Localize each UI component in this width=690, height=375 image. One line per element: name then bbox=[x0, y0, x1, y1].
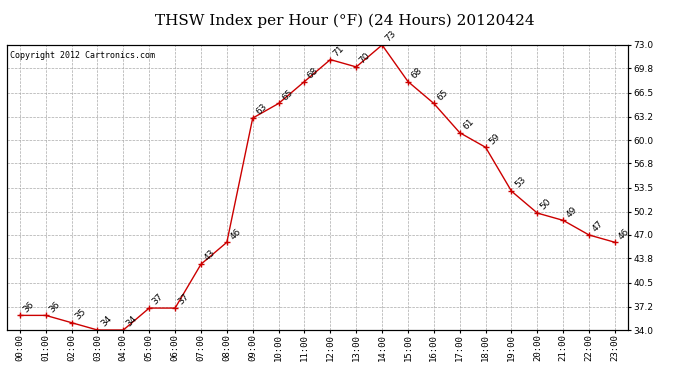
Text: 37: 37 bbox=[177, 292, 191, 307]
Text: 35: 35 bbox=[73, 307, 88, 321]
Text: 71: 71 bbox=[332, 44, 346, 58]
Text: 73: 73 bbox=[384, 29, 398, 44]
Text: 61: 61 bbox=[461, 117, 475, 131]
Text: 50: 50 bbox=[539, 197, 553, 212]
Text: 43: 43 bbox=[202, 248, 217, 263]
Text: 47: 47 bbox=[591, 219, 605, 234]
Text: 36: 36 bbox=[47, 300, 61, 314]
Text: 68: 68 bbox=[306, 66, 320, 80]
Text: THSW Index per Hour (°F) (24 Hours) 20120424: THSW Index per Hour (°F) (24 Hours) 2012… bbox=[155, 13, 535, 27]
Text: 65: 65 bbox=[435, 88, 450, 102]
Text: 34: 34 bbox=[125, 314, 139, 328]
Text: 49: 49 bbox=[564, 205, 579, 219]
Text: 63: 63 bbox=[254, 102, 268, 117]
Text: 36: 36 bbox=[21, 300, 36, 314]
Text: Copyright 2012 Cartronics.com: Copyright 2012 Cartronics.com bbox=[10, 51, 155, 60]
Text: 53: 53 bbox=[513, 175, 527, 190]
Text: 68: 68 bbox=[409, 66, 424, 80]
Text: 65: 65 bbox=[280, 88, 295, 102]
Text: 46: 46 bbox=[228, 226, 243, 241]
Text: 46: 46 bbox=[616, 226, 631, 241]
Text: 70: 70 bbox=[357, 51, 372, 66]
Text: 59: 59 bbox=[487, 131, 502, 146]
Text: 34: 34 bbox=[99, 314, 113, 328]
Text: 37: 37 bbox=[150, 292, 165, 307]
